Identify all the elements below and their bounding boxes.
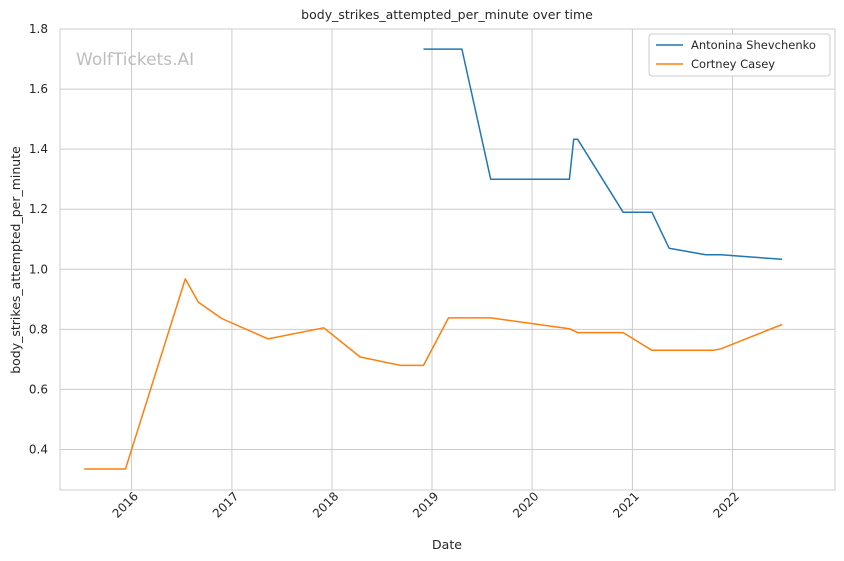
legend: Antonina Shevchenko Cortney Casey (648, 33, 831, 77)
legend-label-antonina-shevchenko: Antonina Shevchenko (691, 38, 816, 52)
y-tick-label-1.4: 1.4 (29, 142, 48, 156)
x-axis-title: Date (432, 537, 462, 552)
y-tick-label-1.2: 1.2 (29, 202, 48, 216)
y-tick-label-0.6: 0.6 (29, 382, 48, 396)
y-tick-label-0.8: 0.8 (29, 322, 48, 336)
watermark-text: WolfTickets.AI (76, 50, 194, 70)
plot-frame (59, 28, 836, 491)
legend-box (648, 33, 831, 77)
y-axis-title: body_strikes_attempted_per_minute (8, 146, 23, 374)
legend-label-cortney-casey: Cortney Casey (691, 57, 775, 71)
grid-lines (60, 28, 835, 490)
y-tick-label-1.6: 1.6 (29, 82, 48, 96)
y-tick-label-0.4: 0.4 (29, 442, 48, 456)
chart-title: body_strikes_attempted_per_minute over t… (301, 7, 593, 22)
series-line-cortney-casey (84, 278, 783, 470)
series-line-antonina-shevchenko (423, 48, 783, 261)
y-tick-label-1.8: 1.8 (29, 22, 48, 36)
series-lines (84, 48, 783, 470)
y-tick-label-1.0: 1.0 (29, 262, 48, 276)
